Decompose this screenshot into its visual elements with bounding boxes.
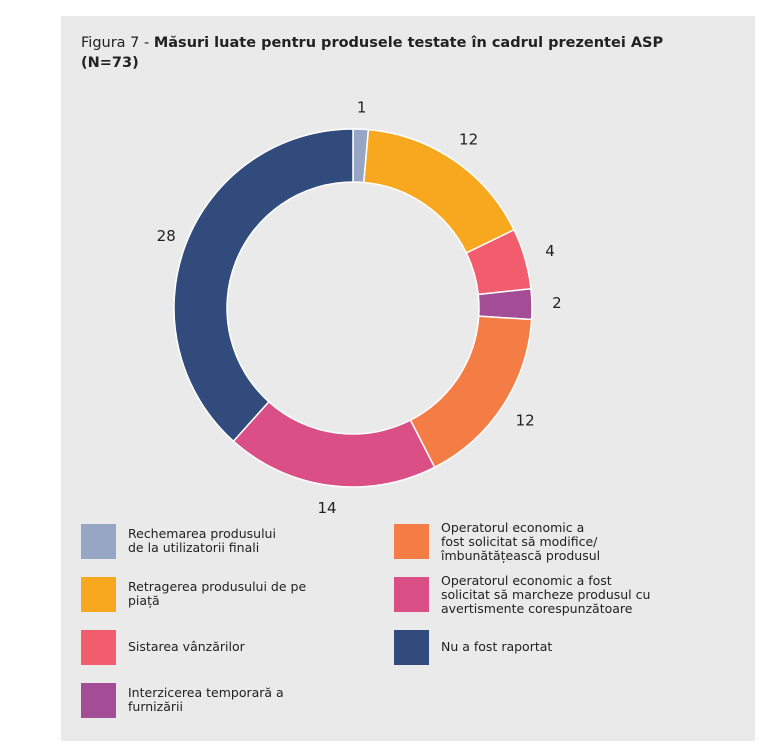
slice-value-label: 12 [459, 130, 478, 148]
donut-slice [173, 128, 354, 443]
donut-slice [409, 315, 533, 469]
legend-label: Rechemarea produsului de la utilizatorii … [128, 527, 368, 555]
legend-swatch [81, 524, 116, 559]
legend-label-line: fost solicitat să modifice/ [441, 534, 598, 549]
legend-swatch [81, 577, 116, 612]
donut-slice [363, 128, 516, 254]
legend-label: Retragerea produsului de pe piață [128, 580, 368, 608]
donut-slice [477, 287, 533, 321]
figure-panel: Figura 7 - Măsuri luate pentru produsele… [61, 16, 755, 741]
figure-number: Figura 7 - [81, 35, 154, 51]
legend-label-line: Retragerea produsului de pe [128, 579, 307, 594]
legend-label-line: Operatorul economic a fost [441, 573, 612, 588]
legend-label: Operatorul economic a fost solicitat să m… [441, 521, 681, 563]
legend-label-line: îmbunătățească produsul [441, 548, 601, 563]
donut-slice [232, 400, 436, 488]
legend-label-line: Interzicerea temporară a [128, 685, 284, 700]
legend-label-line: solicitat să marcheze produsul cu [441, 587, 651, 602]
slice-value-label: 1 [357, 99, 367, 117]
slice-value-label: 4 [545, 242, 555, 260]
figure-title-text: Măsuri luate pentru produsele testate în… [81, 35, 664, 71]
legend-label-line: Rechemarea produsului [128, 526, 276, 541]
legend-label: Nu a fost raportat [441, 640, 681, 654]
slice-value-label: 12 [516, 412, 535, 430]
legend-swatch [394, 630, 429, 665]
legend-label: Operatorul economic a fost solicitat să m… [441, 574, 681, 616]
figure-title: Figura 7 - Măsuri luate pentru produsele… [81, 33, 681, 73]
slice-value-label: 14 [317, 499, 336, 517]
legend-label-line: avertismente corespunzătoare [441, 601, 633, 616]
slice-value-label: 28 [157, 227, 176, 245]
legend-label-line: Nu a fost raportat [441, 639, 553, 654]
donut-chart: 1 12 4 2 12 14 28 [157, 99, 562, 517]
legend-label: Interzicerea temporară a furnizării [128, 686, 368, 714]
legend-swatch [81, 630, 116, 665]
legend-swatch [394, 577, 429, 612]
legend-swatch [81, 683, 116, 718]
legend-swatch [394, 524, 429, 559]
legend-label-line: de la utilizatorii finali [128, 540, 260, 555]
legend-label: Sistarea vânzărilor [128, 640, 368, 654]
legend-label-line: Operatorul economic a [441, 520, 585, 535]
legend-label-line: furnizării [128, 699, 183, 714]
slice-value-label: 2 [552, 294, 562, 312]
legend-label-line: piață [128, 593, 160, 608]
legend-label-line: Sistarea vânzărilor [128, 639, 245, 654]
